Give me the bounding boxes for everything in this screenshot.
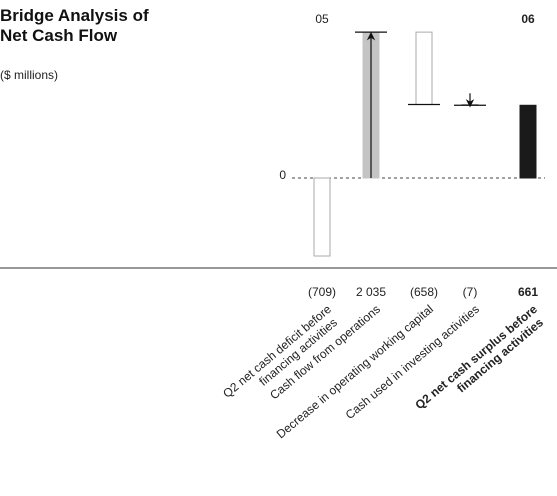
bar [313,177,331,257]
annotation: 05 [315,12,329,26]
annotation: 06 [521,12,535,26]
value-label: (658) [410,285,438,299]
bar [519,104,537,179]
bar [415,31,433,106]
value-label: (7) [463,285,478,299]
x-tick-label: Q2 net cash surplus before [412,302,540,412]
value-label: 2 035 [356,285,386,299]
value-label: (709) [308,285,336,299]
chart-title: Bridge Analysis of Net Cash Flow [0,6,149,45]
value-label: 661 [518,285,538,299]
chart-subtitle: ($ millions) [0,68,59,82]
y-tick-label: 0 [279,168,286,182]
